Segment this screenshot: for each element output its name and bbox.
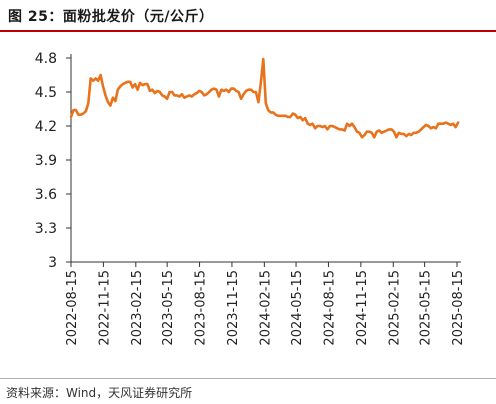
y-tick-label: 4.2: [35, 119, 57, 135]
source-note: 资料来源：Wind，天风证券研究所: [6, 386, 193, 400]
y-tick-label: 4.5: [35, 85, 57, 101]
x-tick-label: 2024-08-15: [322, 270, 337, 346]
y-tick-label: 3.9: [35, 153, 57, 169]
chart-marks: [69, 57, 460, 139]
y-tick-label: 3: [48, 255, 57, 271]
price-series-line: [69, 57, 460, 139]
chart-tick-labels: 3 3.3 3.6 3.9 4.2 4.5 4.8 2022-08-15 2022-11-15 2…: [35, 51, 466, 346]
y-tick-label: 4.8: [35, 51, 57, 67]
title-rule: [0, 30, 496, 32]
x-tick-label: 2024-02-15: [258, 270, 273, 346]
x-tick-label: 2025-08-15: [451, 270, 466, 346]
line-chart: 3 3.3 3.6 3.9 4.2 4.5 4.8 2022-08-15 2022-11-15 2…: [35, 51, 466, 346]
chart-title: 图 25：面粉批发价（元/公斤）: [8, 9, 214, 25]
footer-rule: [0, 378, 496, 379]
x-tick-label: 2023-11-15: [226, 270, 241, 346]
x-tick-label: 2022-08-15: [65, 270, 80, 346]
x-tick-label: 2023-08-15: [194, 270, 209, 346]
x-tick-label: 2025-05-15: [419, 270, 434, 346]
x-tick-label: 2023-02-15: [130, 270, 145, 346]
y-tick-label: 3.6: [35, 187, 57, 203]
x-tick-label: 2022-11-15: [97, 270, 112, 346]
x-tick-label: 2025-02-15: [387, 270, 402, 346]
x-tick-label: 2024-05-15: [290, 270, 305, 346]
chart-axes: [66, 54, 461, 267]
y-tick-label: 3.3: [35, 221, 57, 237]
x-tick-label: 2023-05-15: [161, 270, 176, 346]
x-tick-label: 2024-11-15: [355, 270, 370, 346]
